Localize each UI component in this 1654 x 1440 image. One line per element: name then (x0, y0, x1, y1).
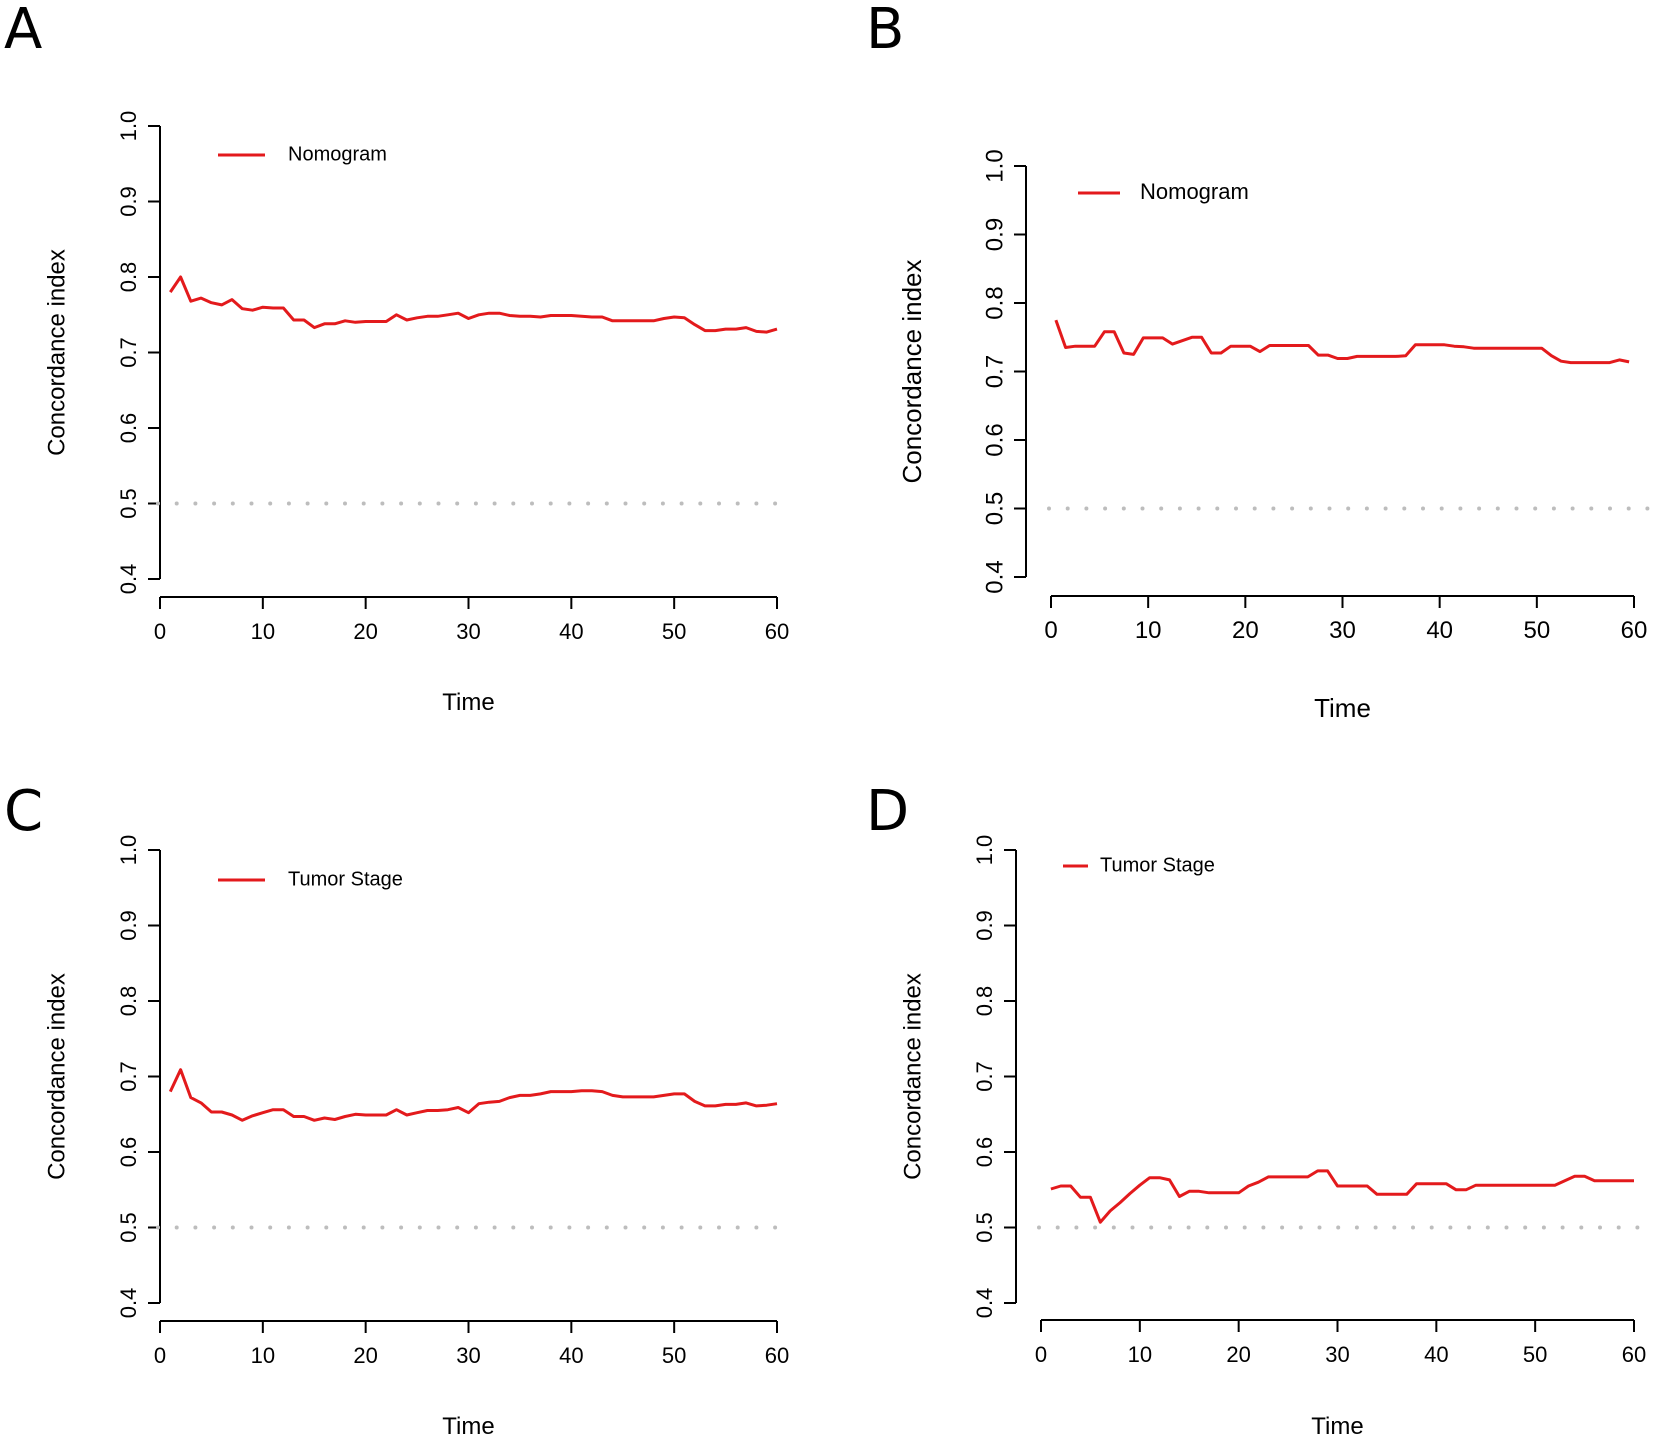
panel-letter-d: D (866, 779, 909, 844)
x-tick-label-a-6: 60 (765, 619, 789, 644)
x-axis-title-c: Time (442, 1413, 494, 1440)
x-tick-label-c-5: 50 (662, 1343, 686, 1368)
y-tick-label-d-1: 0.5 (972, 1212, 997, 1243)
panel-c: C 0.4 0.5 0.6 0.7 0.8 0.9 1.0 0 10 20 30 40 50 60 Time C… (4, 779, 793, 1440)
y-axis-title-b: Concordance index (897, 259, 927, 483)
legend-label-d: Tumor Stage (1100, 854, 1215, 876)
y-tick-label-a-3: 0.7 (116, 337, 141, 368)
y-tick-label-d-0: 0.4 (972, 1288, 997, 1319)
legend-label-b: Nomogram (1140, 179, 1249, 204)
y-tick-label-a-6: 1.0 (116, 111, 141, 142)
panel-letter-a: A (4, 0, 42, 62)
x-tick-label-d-5: 50 (1523, 1342, 1547, 1367)
x-tick-label-d-0: 0 (1035, 1342, 1047, 1367)
x-tick-label-b-2: 20 (1232, 617, 1259, 644)
x-tick-label-b-0: 0 (1044, 617, 1057, 644)
y-axis-title-a: Concordance index (43, 249, 70, 456)
x-tick-label-a-3: 30 (456, 619, 480, 644)
y-tick-label-b-5: 0.9 (981, 218, 1008, 251)
y-tick-label-a-0: 0.4 (116, 564, 141, 595)
y-tick-label-a-4: 0.8 (116, 262, 141, 293)
legend-label-a: Nomogram (288, 143, 387, 165)
x-tick-label-c-3: 30 (456, 1343, 480, 1368)
panel-letter-b: B (866, 0, 904, 62)
y-tick-label-a-5: 0.9 (116, 186, 141, 217)
x-tick-label-b-4: 40 (1426, 617, 1453, 644)
x-tick-label-d-6: 60 (1622, 1342, 1646, 1367)
x-tick-label-a-0: 0 (154, 619, 166, 644)
y-tick-label-b-0: 0.4 (981, 560, 1008, 593)
y-tick-label-d-2: 0.6 (972, 1137, 997, 1168)
x-tick-label-c-4: 40 (559, 1343, 583, 1368)
x-tick-label-a-4: 40 (559, 619, 583, 644)
y-tick-label-c-3: 0.7 (116, 1061, 141, 1092)
x-tick-label-c-1: 10 (251, 1343, 275, 1368)
y-tick-label-c-6: 1.0 (116, 835, 141, 866)
panel-letter-c: C (4, 779, 43, 844)
y-tick-label-a-1: 0.5 (116, 488, 141, 519)
y-tick-label-c-1: 0.5 (116, 1212, 141, 1243)
x-tick-label-b-3: 30 (1329, 617, 1356, 644)
x-tick-label-d-3: 30 (1325, 1342, 1349, 1367)
y-tick-label-c-2: 0.6 (116, 1137, 141, 1168)
y-tick-label-b-4: 0.8 (981, 286, 1008, 319)
x-tick-label-c-6: 60 (765, 1343, 789, 1368)
y-tick-label-d-6: 1.0 (972, 835, 997, 866)
x-tick-label-c-2: 20 (353, 1343, 377, 1368)
x-tick-label-b-6: 60 (1621, 617, 1648, 644)
legend-label-c: Tumor Stage (288, 868, 403, 890)
series-line-c-0 (168, 1068, 778, 1122)
y-tick-label-d-4: 0.8 (972, 986, 997, 1017)
x-axis-title-a: Time (442, 689, 494, 716)
panel-d: D 0.4 0.5 0.6 0.7 0.8 0.9 1.0 0 10 20 30 40 50 60 Time C… (866, 779, 1650, 1440)
x-tick-label-a-5: 50 (662, 619, 686, 644)
x-tick-label-a-2: 20 (353, 619, 377, 644)
y-tick-label-c-5: 0.9 (116, 910, 141, 941)
y-tick-label-b-1: 0.5 (981, 492, 1008, 525)
series-line-d-0 (1050, 1169, 1634, 1224)
series-line-a-0 (169, 275, 778, 334)
x-axis-title-b: Time (1314, 693, 1371, 723)
x-tick-label-a-1: 10 (251, 619, 275, 644)
y-axis-title-c: Concordance index (43, 973, 70, 1180)
y-tick-label-b-6: 1.0 (981, 149, 1008, 182)
y-axis-title-d: Concordance index (899, 973, 926, 1180)
x-tick-label-c-0: 0 (154, 1343, 166, 1368)
y-tick-label-a-2: 0.6 (116, 413, 141, 444)
y-tick-label-c-4: 0.8 (116, 986, 141, 1017)
panel-b: B 0.4 0.5 0.6 0.7 0.8 0.9 1.0 0 10 20 30 40 50 60 Time C… (866, 0, 1650, 723)
x-axis-title-d: Time (1311, 1413, 1363, 1440)
y-tick-label-c-0: 0.4 (116, 1288, 141, 1319)
y-tick-label-b-2: 0.6 (981, 423, 1008, 456)
y-tick-label-d-5: 0.9 (972, 910, 997, 941)
x-tick-label-b-1: 10 (1135, 617, 1162, 644)
x-tick-label-d-1: 10 (1128, 1342, 1152, 1367)
x-tick-label-d-2: 20 (1226, 1342, 1250, 1367)
x-tick-label-b-5: 50 (1523, 617, 1550, 644)
x-tick-label-d-4: 40 (1424, 1342, 1448, 1367)
y-tick-label-b-3: 0.7 (981, 355, 1008, 388)
y-tick-label-d-3: 0.7 (972, 1061, 997, 1092)
panel-a: A 0.4 0.5 0.6 0.7 0.8 0.9 1.0 0 10 20 30 40 50 60 Time C… (4, 0, 793, 716)
series-line-b-0 (1054, 319, 1630, 365)
